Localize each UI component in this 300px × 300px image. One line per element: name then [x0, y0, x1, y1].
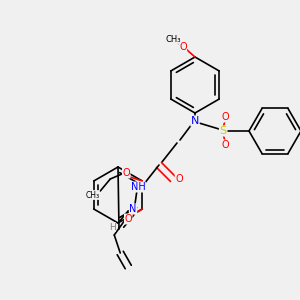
Text: N: N [191, 116, 199, 126]
Text: N: N [129, 204, 137, 214]
Text: O: O [175, 174, 183, 184]
Text: O: O [124, 214, 132, 224]
Text: CH₃: CH₃ [165, 34, 181, 43]
Text: NH: NH [130, 182, 146, 192]
Text: O: O [122, 168, 130, 178]
Text: H: H [109, 223, 116, 232]
Text: O: O [179, 42, 187, 52]
Text: S: S [219, 126, 226, 136]
Text: O: O [221, 112, 229, 122]
Text: O: O [221, 140, 229, 150]
Text: CH₃: CH₃ [85, 190, 99, 200]
